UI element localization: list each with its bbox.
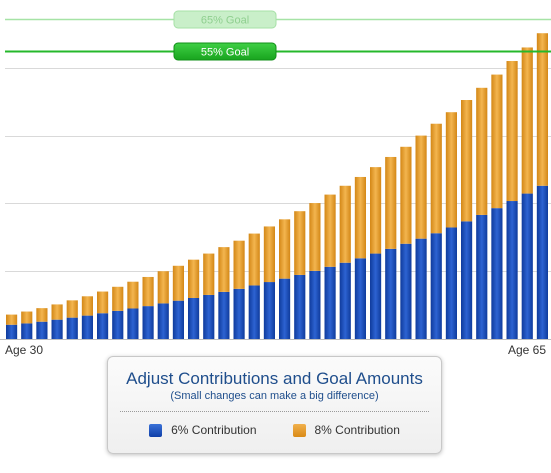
bar-6-percent: [218, 291, 230, 339]
bar-8-percent: [339, 185, 351, 263]
bar-8-percent: [127, 281, 139, 309]
bar-8-percent: [506, 61, 518, 202]
bar-6-percent: [400, 243, 412, 339]
bar-6-percent: [112, 310, 124, 339]
bar-8-percent: [263, 226, 275, 283]
bar-8-percent: [279, 219, 291, 279]
bar-8-percent: [461, 100, 473, 222]
bar-6-percent: [248, 285, 260, 339]
orange-square-icon: [292, 423, 306, 437]
bar-8-percent: [172, 265, 184, 301]
bar-8-percent: [233, 240, 245, 289]
bar-6-percent: [370, 253, 382, 339]
bar-8-percent: [400, 146, 412, 244]
bar-8-percent: [21, 311, 33, 324]
bar-8-percent: [415, 135, 427, 239]
bar-6-percent: [339, 262, 351, 339]
bar-6-percent: [36, 321, 48, 339]
legend-item-6-percent[interactable]: 6% Contribution: [149, 423, 257, 437]
bar-8-percent: [294, 211, 306, 275]
bar-6-percent: [6, 324, 18, 339]
bar-6-percent: [21, 323, 33, 339]
bar-8-percent: [203, 253, 215, 295]
bar-6-percent: [309, 270, 321, 339]
bar-6-percent: [430, 233, 442, 339]
bar-6-percent: [203, 294, 215, 339]
bar-6-percent: [233, 288, 245, 339]
bar-6-percent: [476, 214, 488, 339]
bar-8-percent: [157, 271, 169, 304]
bar-8-percent: [491, 74, 503, 209]
x-axis-end-label: Age 65: [507, 343, 546, 357]
bar-6-percent: [188, 297, 200, 339]
bar-8-percent: [430, 123, 442, 234]
bar-8-percent: [142, 276, 154, 307]
bar-6-percent: [521, 193, 533, 339]
bar-6-percent: [385, 248, 397, 339]
chart: 65% Goal 55% Goal: [0, 10, 551, 340]
bar-8-percent: [385, 156, 397, 249]
bar-6-percent: [279, 278, 291, 339]
bar-6-percent: [81, 315, 93, 339]
bar-8-percent: [536, 33, 548, 186]
goal-label: 55% Goal: [201, 47, 249, 59]
bar-8-percent: [476, 87, 488, 215]
panel-title: Adjust Contributions and Goal Amounts: [126, 369, 423, 388]
bar-6-percent: [142, 306, 154, 339]
bar-8-percent: [324, 194, 336, 267]
bar-8-percent: [6, 314, 18, 325]
bar-6-percent: [324, 266, 336, 339]
bar-6-percent: [97, 313, 109, 339]
goal-pill[interactable]: [173, 42, 277, 61]
bar-8-percent: [521, 47, 533, 194]
x-axis-start-label: Age 30: [5, 343, 44, 357]
blue-square-icon: [149, 423, 163, 437]
bar-6-percent: [506, 201, 518, 339]
legend: 6% Contribution 8% Contribution: [108, 423, 441, 437]
bar-6-percent: [51, 319, 63, 339]
legend-label: 6% Contribution: [171, 423, 257, 437]
bar-6-percent: [491, 208, 503, 339]
bar-8-percent: [248, 233, 260, 286]
bar-6-percent: [415, 238, 427, 339]
bar-8-percent: [36, 308, 48, 322]
bar-8-percent: [51, 304, 63, 320]
bar-8-percent: [81, 296, 93, 316]
bar-6-percent: [354, 258, 366, 339]
bar-6-percent: [294, 274, 306, 339]
bar-8-percent: [97, 291, 109, 314]
bar-6-percent: [263, 282, 275, 339]
bar-8-percent: [188, 259, 200, 298]
bar-6-percent: [461, 221, 473, 339]
adjust-panel[interactable]: Adjust Contributions and Goal Amounts (S…: [107, 356, 442, 454]
panel-divider: [120, 411, 429, 412]
panel-subtitle: (Small changes can make a big difference…: [170, 390, 379, 402]
legend-label: 8% Contribution: [314, 423, 400, 437]
bar-8-percent: [354, 176, 366, 259]
bar-8-percent: [309, 203, 321, 271]
goal-label: 65% Goal: [201, 15, 249, 27]
bar-6-percent: [66, 317, 78, 339]
bar-6-percent: [536, 185, 548, 339]
bar-6-percent: [157, 303, 169, 339]
bar-8-percent: [370, 167, 382, 254]
bar-6-percent: [172, 300, 184, 339]
bar-8-percent: [445, 112, 457, 228]
bar-6-percent: [127, 308, 139, 339]
bar-8-percent: [112, 286, 124, 311]
bar-6-percent: [445, 227, 457, 339]
bar-8-percent: [218, 247, 230, 292]
goal-pill[interactable]: [173, 10, 277, 29]
bar-8-percent: [66, 300, 78, 318]
legend-item-8-percent[interactable]: 8% Contribution: [292, 423, 400, 437]
